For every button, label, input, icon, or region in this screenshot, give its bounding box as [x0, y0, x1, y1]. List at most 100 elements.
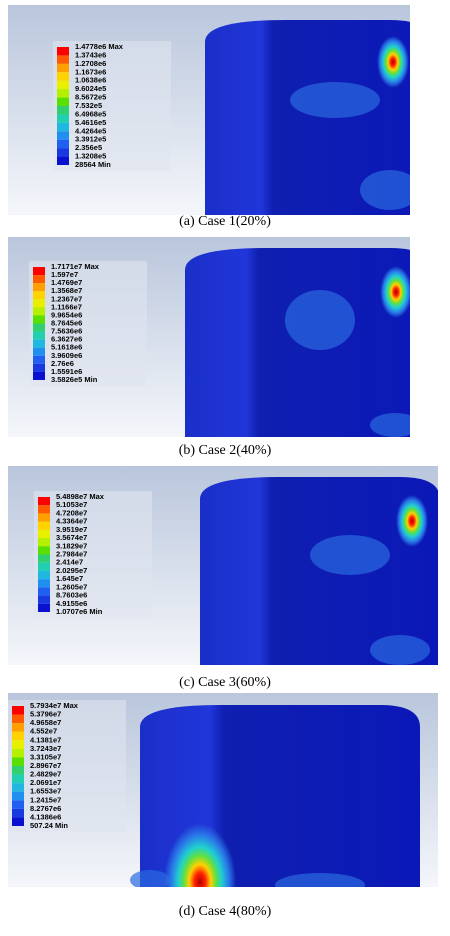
- legend-label: 8.2767e6: [30, 804, 61, 813]
- legend-label: 4.3364e7: [56, 517, 87, 526]
- legend-swatch: [12, 740, 24, 749]
- legend-swatch: [12, 808, 24, 818]
- panel: 5.4898e7 Max5.1053e74.7208e74.3364e73.95…: [8, 466, 438, 690]
- legend-label: 28564 Min: [75, 160, 111, 169]
- stress-hotspot: [377, 36, 409, 88]
- legend-label: 507.24 Min: [30, 821, 68, 830]
- legend-label: 6.4968e5: [75, 109, 106, 118]
- legend-swatch: [57, 72, 69, 81]
- legend-label: 1.2605e7: [56, 582, 87, 591]
- contour-region: [130, 870, 170, 887]
- model: [205, 20, 410, 215]
- legend-swatch: [33, 363, 45, 372]
- legend-label: 1.2415e7: [30, 795, 61, 804]
- legend-box: [34, 491, 152, 618]
- legend-swatch: [38, 505, 50, 514]
- legend-label: 9.6024e5: [75, 84, 106, 93]
- legend-swatch: [12, 714, 24, 724]
- legend-label: 2.7984e7: [56, 549, 87, 558]
- legend-label: 2.414e7: [56, 558, 83, 567]
- stress-hotspot: [396, 495, 428, 547]
- caption: (d) Case 4(80%): [179, 904, 272, 919]
- legend-label: 2.356e5: [75, 143, 102, 152]
- legend-label: 1.7171e7 Max: [51, 262, 100, 271]
- legend-label: 5.4898e7 Max: [56, 492, 105, 501]
- legend-swatch: [33, 355, 45, 364]
- legend-label: 1.1166e7: [51, 302, 82, 311]
- legend-swatch: [33, 331, 45, 340]
- contour-region: [360, 170, 410, 210]
- legend-box: [8, 700, 126, 832]
- legend-swatch: [38, 554, 50, 563]
- legend-label: 8.7603e6: [56, 591, 87, 600]
- legend-swatch: [33, 307, 45, 316]
- legend-swatch: [38, 579, 50, 588]
- legend-swatch: [33, 371, 45, 380]
- legend-label: 3.1829e7: [56, 541, 87, 550]
- legend-label: 2.0691e7: [30, 778, 61, 787]
- legend-swatch: [12, 757, 24, 766]
- cylinder: [200, 477, 438, 665]
- legend-label: 5.7934e7 Max: [30, 701, 79, 710]
- legend-swatch: [12, 723, 24, 732]
- legend-label: 5.4616e5: [75, 118, 106, 127]
- legend-swatch: [12, 766, 24, 775]
- legend-swatch: [12, 748, 24, 758]
- panel: 1.4778e6 Max1.3743e61.2708e61.1673e61.06…: [8, 5, 410, 229]
- legend-label: 6.3627e6: [51, 335, 82, 344]
- legend-label: 4.9658e7: [30, 718, 61, 727]
- contour-region: [285, 290, 355, 350]
- legend-label: 1.6553e7: [30, 787, 61, 796]
- legend-label: 2.0295e7: [56, 566, 87, 575]
- legend-swatch: [38, 595, 50, 604]
- caption: (b) Case 2(40%): [179, 443, 272, 458]
- stress-hotspot: [164, 823, 236, 887]
- legend-swatch: [33, 315, 45, 324]
- legend-label: 8.5672e5: [75, 93, 106, 102]
- legend-label: 1.4769e7: [51, 278, 82, 287]
- contour-region: [370, 413, 410, 437]
- legend-swatch: [57, 63, 69, 73]
- legend-swatch: [57, 122, 69, 132]
- legend-label: 7.532e5: [75, 101, 102, 110]
- legend-swatch: [38, 521, 50, 530]
- model: [130, 705, 420, 887]
- legend-swatch: [12, 706, 24, 715]
- legend-label: 1.3568e7: [51, 286, 82, 295]
- legend-swatch: [12, 731, 24, 741]
- legend-label: 4.552e7: [30, 727, 57, 736]
- legend-box: [29, 261, 147, 386]
- contour-region: [290, 82, 380, 118]
- legend-swatch: [33, 323, 45, 332]
- legend-swatch: [38, 497, 50, 506]
- legend-swatch: [38, 603, 50, 612]
- legend-swatch: [33, 275, 45, 284]
- contour-region: [370, 635, 430, 665]
- legend-label: 4.4264e5: [75, 126, 106, 135]
- legend-swatch: [38, 570, 50, 580]
- legend-swatch: [38, 546, 50, 555]
- legend-label: 3.5674e7: [56, 533, 87, 542]
- legend-swatch: [12, 774, 24, 784]
- legend-label: 3.9609e6: [51, 351, 82, 360]
- legend-label: 5.1053e7: [56, 500, 87, 509]
- legend-swatch: [57, 131, 69, 140]
- legend-label: 1.0638e6: [75, 76, 106, 85]
- legend-swatch: [57, 139, 69, 149]
- legend-swatch: [57, 106, 69, 115]
- legend-swatch: [12, 791, 24, 801]
- legend-label: 1.0707e6 Min: [56, 607, 103, 616]
- legend-swatch: [38, 529, 50, 539]
- legend-swatch: [33, 299, 45, 308]
- legend-swatch: [57, 47, 69, 56]
- legend-label: 3.7243e7: [30, 744, 61, 753]
- legend-label: 1.597e7: [51, 270, 78, 279]
- model: [200, 477, 438, 665]
- legend-label: 3.3105e7: [30, 752, 61, 761]
- legend-swatch: [33, 283, 45, 292]
- legend-label: 4.9155e6: [56, 599, 87, 608]
- legend-swatch: [57, 89, 69, 98]
- legend-swatch: [33, 291, 45, 300]
- legend-swatch: [38, 513, 50, 522]
